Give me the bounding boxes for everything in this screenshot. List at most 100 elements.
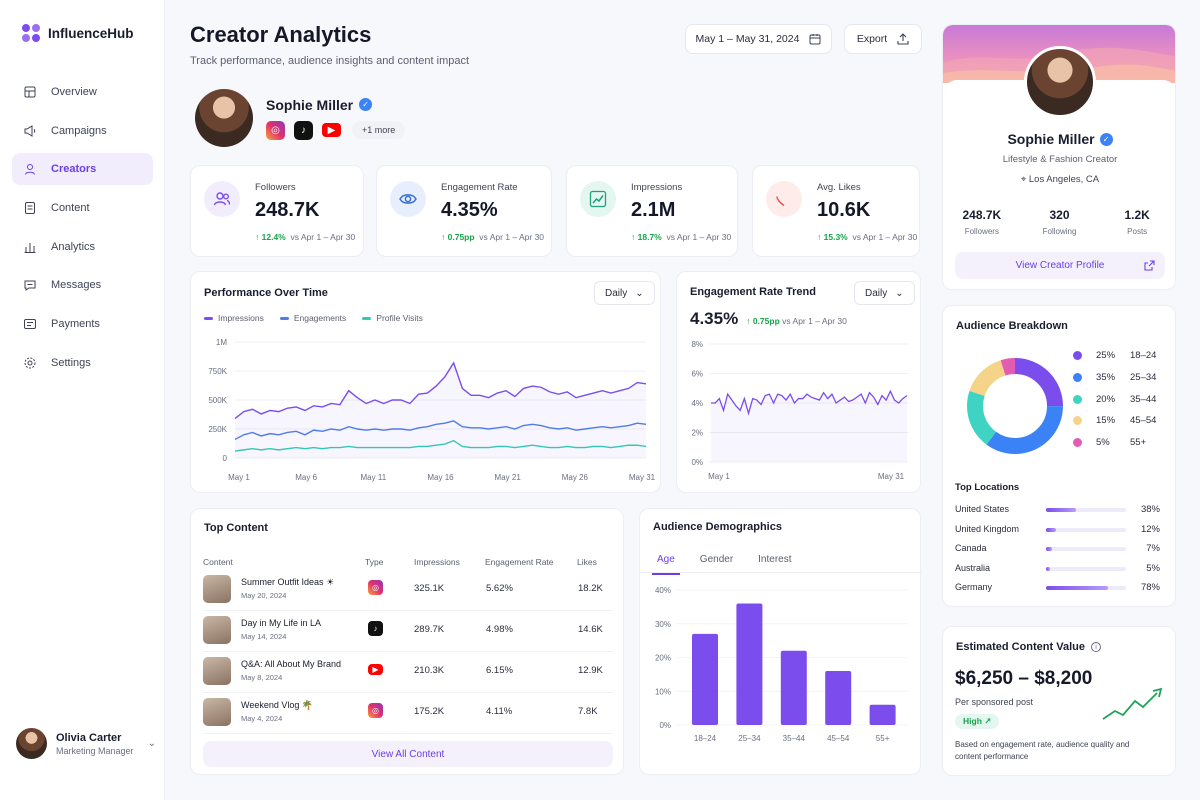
instagram-icon[interactable]: ◎ <box>266 120 285 140</box>
table-row[interactable]: Weekend Vlog 🌴 May 4, 2024 ◎ 175.2K 4.11… <box>203 693 613 734</box>
tiktok-icon[interactable]: ♪ <box>294 120 313 140</box>
engagement-interval-select[interactable]: Daily ⌄ <box>854 281 915 305</box>
instagram-icon: ◎ <box>368 580 383 595</box>
view-all-content-button[interactable]: View All Content <box>203 741 613 767</box>
column-likes[interactable]: Likes <box>577 557 597 567</box>
profile-stat-followers: 248.7K Followers <box>962 208 1002 236</box>
content-date: May 14, 2024 <box>241 632 287 641</box>
location-row: Canada 7% <box>955 543 1160 557</box>
chevron-down-icon[interactable]: ⌄ <box>147 738 156 749</box>
location-pct: 7% <box>1146 543 1160 554</box>
tab-age[interactable]: Age <box>652 551 680 575</box>
sidebar-item-messages[interactable]: Messages <box>12 269 153 301</box>
sidebar-item-overview[interactable]: Overview <box>12 76 153 108</box>
table-row[interactable]: Day in My Life in LA May 14, 2024 ♪ 289.… <box>203 611 613 652</box>
content-impressions: 325.1K <box>414 583 445 594</box>
stat-delta: ↑ 18.7% vs Apr 1 – Apr 30 <box>631 232 732 242</box>
legend-impressions[interactable]: Impressions <box>204 313 264 323</box>
audience-donut-chart <box>967 358 1063 454</box>
engagement-trend-delta: ↑ 0.75pp <box>746 316 780 326</box>
user-role: Marketing Manager <box>56 745 134 756</box>
column-type[interactable]: Type <box>365 557 384 567</box>
content-impressions: 289.7K <box>414 624 445 635</box>
engagement-interval-value: Daily <box>865 287 888 299</box>
content-likes: 14.6K <box>578 624 603 635</box>
view-creator-profile-button[interactable]: View Creator Profile <box>955 252 1165 279</box>
column-content[interactable]: Content <box>203 557 233 567</box>
performance-interval-select[interactable]: Daily ⌄ <box>594 281 655 305</box>
profile-stat-posts: 1.2K Posts <box>1124 208 1150 236</box>
tiktok-icon: ♪ <box>368 621 383 636</box>
date-range-picker[interactable]: May 1 – May 31, 2024 <box>685 24 832 54</box>
column-engagement-rate[interactable]: Engagement Rate <box>485 557 554 567</box>
tab-interest[interactable]: Interest <box>758 554 792 565</box>
chevron-down-icon: ⌄ <box>635 287 644 299</box>
sidebar-item-settings[interactable]: Settings <box>12 347 153 379</box>
table-row[interactable]: Summer Outfit Ideas ☀ May 20, 2024 ◎ 325… <box>203 570 613 611</box>
grid-icon <box>24 86 36 98</box>
location-pin-icon: ⌖ <box>1020 174 1027 185</box>
message-icon <box>24 280 36 292</box>
x-tick-label: May 1 <box>708 472 730 481</box>
sidebar-item-content[interactable]: Content <box>12 192 153 224</box>
sidebar-item-payments[interactable]: Payments <box>12 308 153 340</box>
location-bar <box>1046 527 1126 532</box>
x-tick-label: 55+ <box>876 734 890 743</box>
youtube-icon[interactable]: ▶ <box>322 123 341 137</box>
location-bar <box>1046 586 1126 590</box>
chevron-down-icon: ⌄ <box>895 287 904 299</box>
chart-icon <box>580 181 616 217</box>
sidebar-item-analytics[interactable]: Analytics <box>12 231 153 263</box>
verified-icon: ✓ <box>1099 132 1113 146</box>
app-name: InfluenceHub <box>48 25 134 41</box>
export-label: Export <box>856 33 888 45</box>
stat-label: Avg. Likes <box>817 182 861 193</box>
sidebar-item-creators[interactable]: Creators <box>12 153 153 186</box>
x-tick-label: May 6 <box>295 473 317 482</box>
donut-slice-55+ <box>967 358 1063 454</box>
content-value-card: Estimated Content Value i $6,250 – $8,200… <box>942 626 1176 776</box>
profile-avatar <box>1024 46 1096 118</box>
y-tick-label: 30% <box>655 620 671 629</box>
sidebar-item-label: Content <box>51 202 90 215</box>
user-name: Olivia Carter <box>56 731 122 744</box>
creator-profile-card: Sophie Miller ✓ Lifestyle & Fashion Creat… <box>942 24 1176 290</box>
content-title: Q&A: All About My Brand <box>241 659 342 669</box>
location-name: United Kingdom <box>955 523 1020 534</box>
content-likes: 18.2K <box>578 583 603 594</box>
audience-segment: 15% 45–54 <box>1073 415 1156 426</box>
content-thumbnail <box>203 657 231 685</box>
content-impressions: 210.3K <box>414 665 445 676</box>
x-tick-label: May 1 <box>228 473 250 482</box>
creator-header: Sophie Miller ✓ ◎ ♪ ▶ +1 more <box>195 89 406 147</box>
y-tick-label: 4% <box>691 399 703 408</box>
document-icon <box>25 202 35 215</box>
x-tick-label: May 16 <box>427 473 454 482</box>
eye-icon <box>390 181 426 217</box>
more-socials-button[interactable]: +1 more <box>352 121 406 139</box>
info-icon[interactable]: i <box>1090 642 1101 652</box>
content-thumbnail <box>203 616 231 644</box>
demographics-title: Audience Demographics <box>653 521 782 533</box>
engagement-trend-chart: 0% 2% 4% 6% 8% May 1 May 31 <box>691 340 909 481</box>
y-tick-label: 10% <box>655 687 671 696</box>
export-button[interactable]: Export <box>844 24 922 54</box>
calendar-icon <box>809 34 821 45</box>
x-tick-label: 45–54 <box>827 734 850 743</box>
table-row[interactable]: Q&A: All About My Brand May 8, 2024 ▶ 21… <box>203 652 613 693</box>
bar-18–24 <box>692 633 718 725</box>
legend-profile-visits[interactable]: Profile Visits <box>362 313 423 323</box>
column-impressions[interactable]: Impressions <box>414 557 460 567</box>
bar-chart-icon <box>24 242 36 253</box>
sidebar-item-campaigns[interactable]: Campaigns <box>12 115 153 147</box>
gear-icon <box>24 357 36 369</box>
y-tick-label: 0% <box>659 721 671 730</box>
verified-icon: ✓ <box>359 98 373 111</box>
legend-engagements[interactable]: Engagements <box>279 313 346 323</box>
content-impressions: 175.2K <box>414 706 445 717</box>
current-user[interactable]: Olivia Carter Marketing Manager ⌄ <box>16 728 156 759</box>
tab-gender[interactable]: Gender <box>699 554 734 565</box>
audience-demographics-card: Audience Demographics Age Gender Interes… <box>639 508 922 775</box>
content-title: Day in My Life in LA <box>241 618 322 628</box>
app-logo[interactable]: InfluenceHub <box>22 24 134 42</box>
